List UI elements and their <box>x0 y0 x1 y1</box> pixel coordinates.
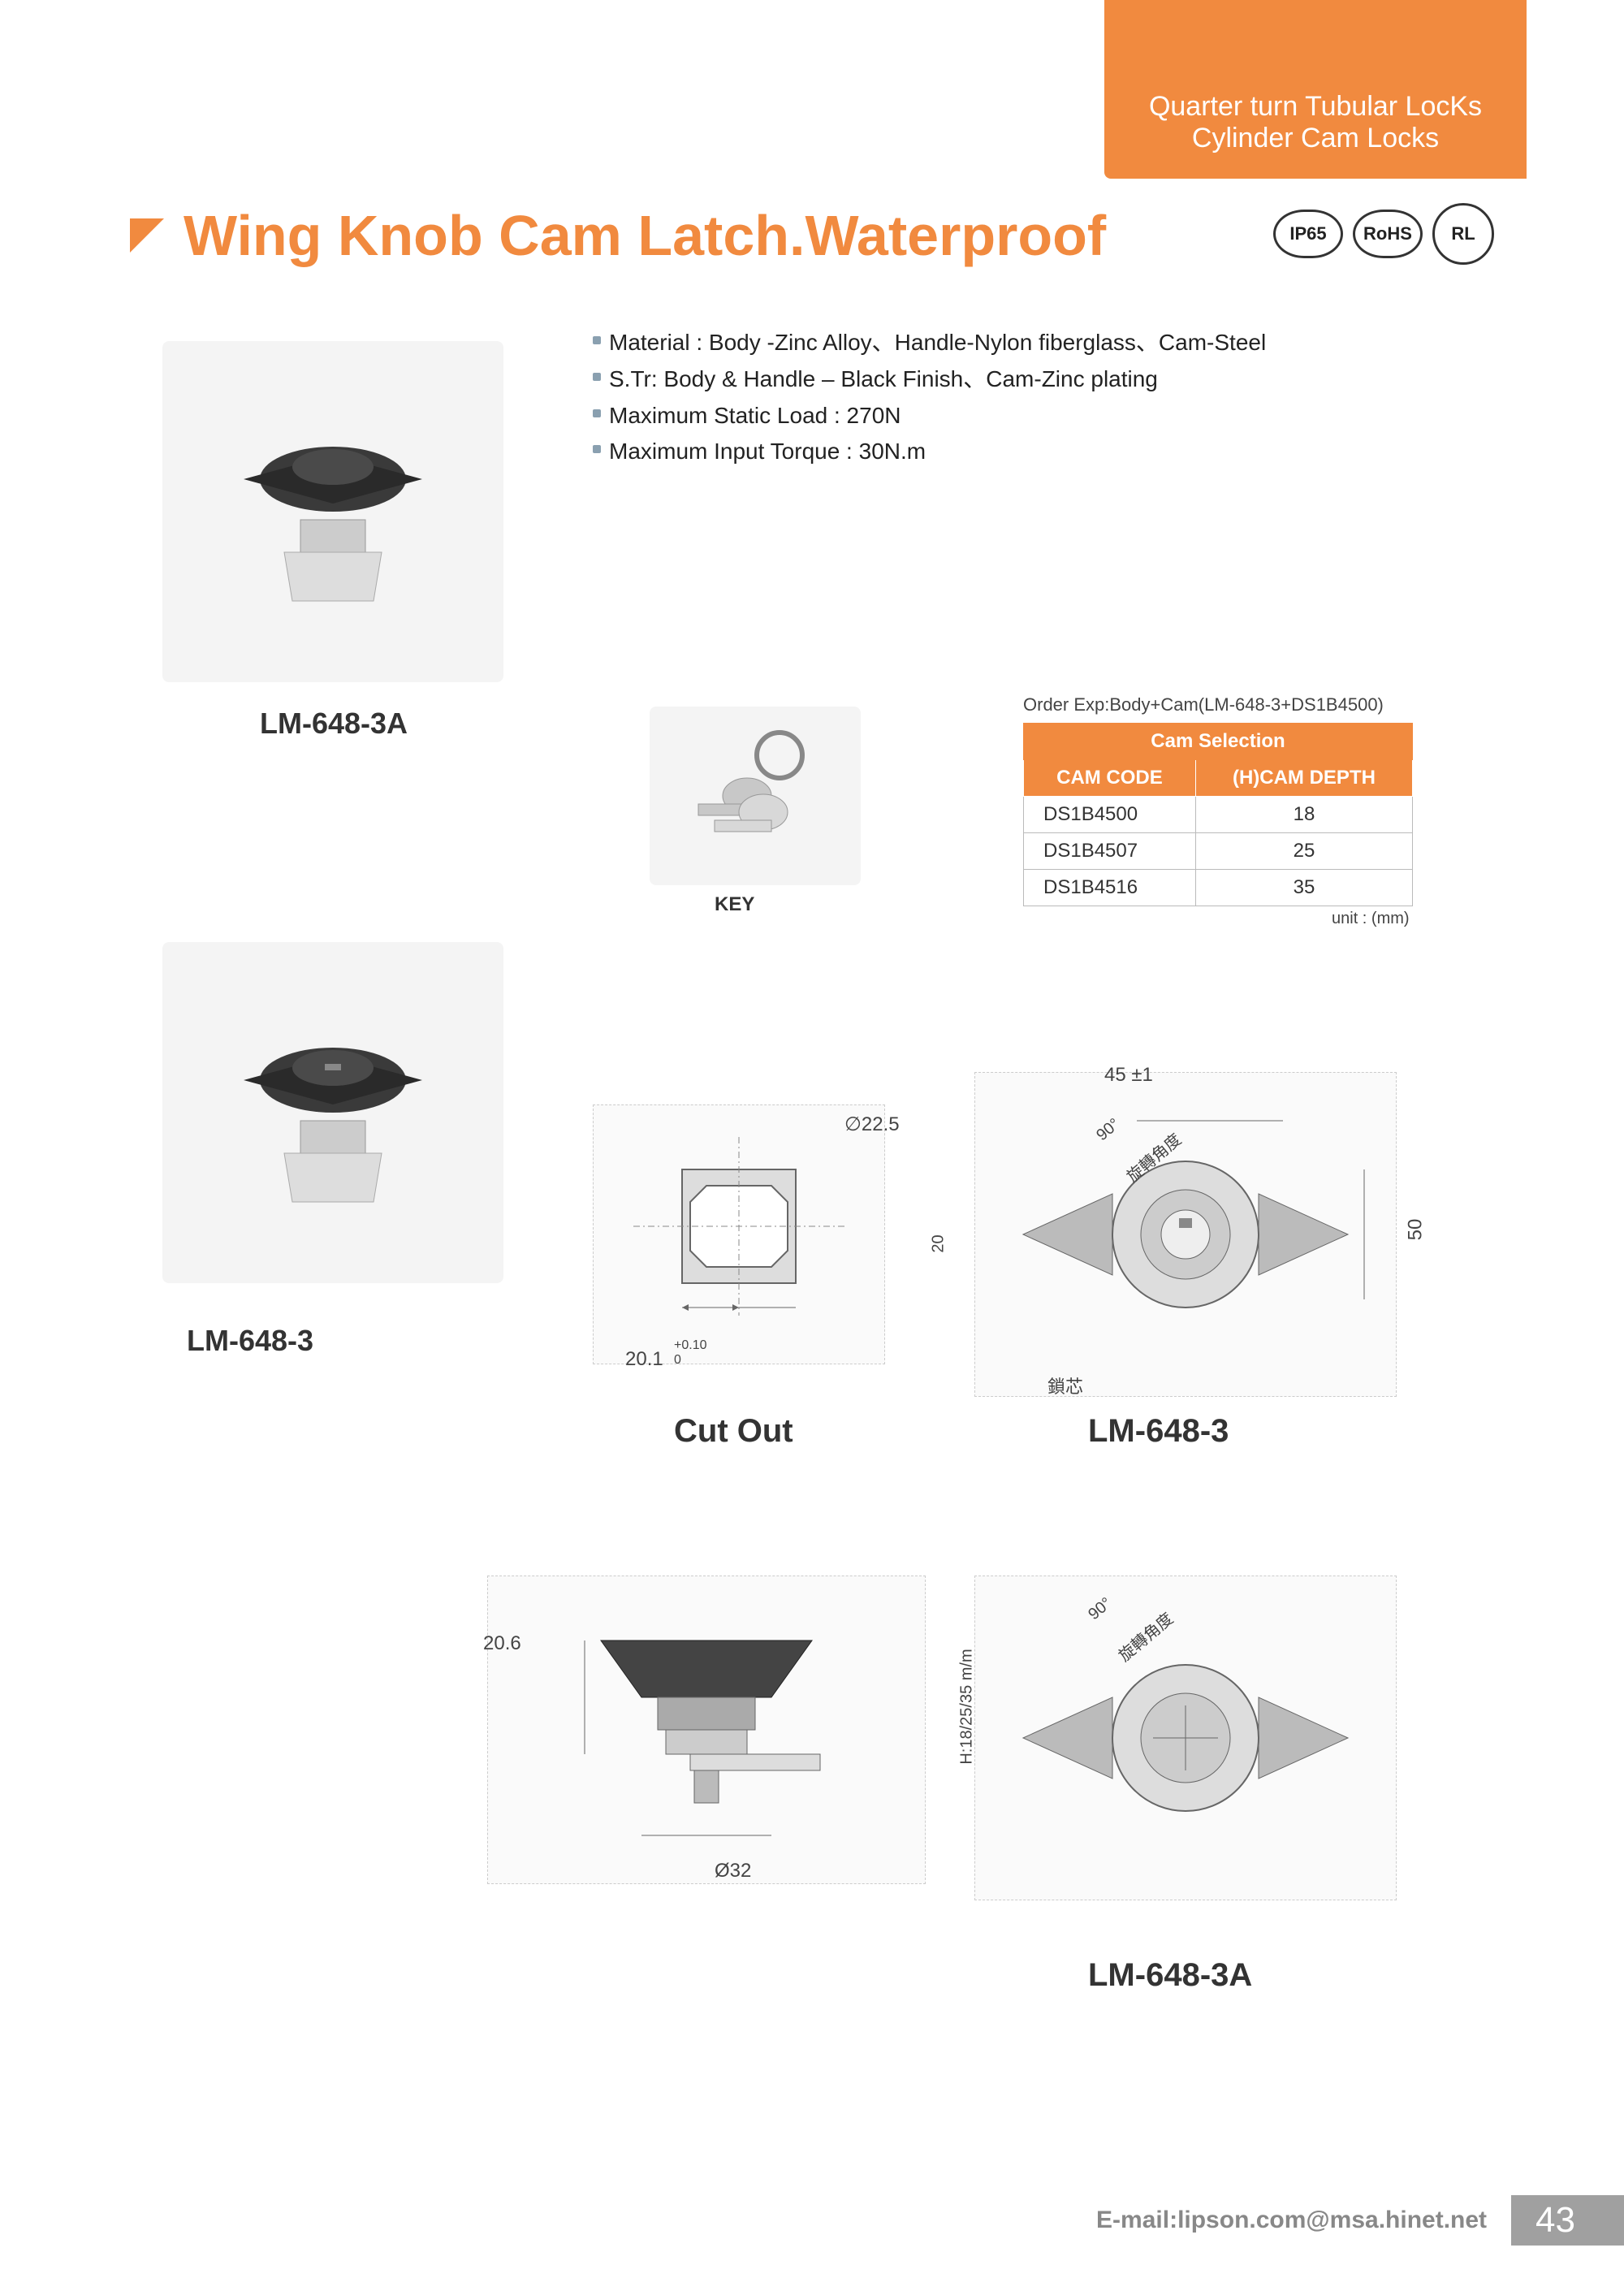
order-example: Order Exp:Body+Cam(LM-648-3+DS1B4500) <box>1023 694 1384 715</box>
cam-code: DS1B4507 <box>1024 833 1196 870</box>
spec-item: Maximum Static Load : 270N <box>593 398 1266 434</box>
dim-side-depth: 20.6 <box>483 1632 521 1655</box>
page-footer: E-mail:lipson.com@msa.hinet.net 43 <box>1096 2195 1624 2246</box>
dim-cutout-width: 20.1 <box>625 1348 663 1371</box>
top-view-diagram-1 <box>974 1072 1397 1397</box>
product-photo-b <box>162 942 503 1283</box>
header-line2: Cylinder Cam Locks <box>1192 123 1439 154</box>
diagram-label-2: LM-648-3A <box>1088 1957 1252 1994</box>
page-title: Wing Knob Cam Latch.Waterproof <box>184 203 1106 268</box>
header-line1: Quarter turn Tubular LocKs <box>1149 91 1482 123</box>
category-header: Quarter turn Tubular LocKs Cylinder Cam … <box>1104 0 1527 179</box>
rohs-badge: RoHS <box>1353 210 1423 258</box>
cam-depth: 25 <box>1195 833 1412 870</box>
footer-email: E-mail:lipson.com@msa.hinet.net <box>1096 2207 1511 2234</box>
diagram-label-1: LM-648-3 <box>1088 1413 1229 1450</box>
spec-list: Material : Body -Zinc Alloy、Handle-Nylon… <box>593 325 1266 470</box>
rl-badge: RL <box>1432 203 1494 265</box>
cam-selection-table: Cam Selection CAM CODE (H)CAM DEPTH DS1B… <box>1023 723 1413 906</box>
key-label: KEY <box>715 893 754 916</box>
spec-item: Maximum Input Torque : 30N.m <box>593 434 1266 470</box>
model-label-a: LM-648-3A <box>260 707 408 741</box>
ip65-badge: IP65 <box>1273 210 1343 258</box>
cam-depth: 18 <box>1195 797 1412 833</box>
table-header: (H)CAM DEPTH <box>1195 760 1412 797</box>
dim-lockcore: 鎖芯 <box>1047 1372 1083 1398</box>
product-photo-a <box>162 341 503 682</box>
table-row: DS1B4516 35 <box>1024 870 1413 906</box>
table-row: DS1B4500 18 <box>1024 797 1413 833</box>
spec-item: S.Tr: Body & Handle – Black Finish、Cam-Z… <box>593 361 1266 398</box>
page-title-row: Wing Knob Cam Latch.Waterproof <box>130 203 1106 268</box>
dim-height: 50 <box>1404 1219 1427 1241</box>
spec-item: Material : Body -Zinc Alloy、Handle-Nylon… <box>593 325 1266 361</box>
dim-hole-dia: ∅22.5 <box>844 1113 900 1136</box>
cam-depth: 35 <box>1195 870 1412 906</box>
table-row: DS1B4507 25 <box>1024 833 1413 870</box>
dim-cutout-tol: +0.10 0 <box>674 1338 706 1368</box>
top-view-diagram-2 <box>974 1576 1397 1900</box>
dim-top-width: 45 ±1 <box>1104 1064 1153 1087</box>
certification-badges: IP65 RoHS RL <box>1273 203 1494 265</box>
dim-bottom-dia: Ø32 <box>715 1860 751 1882</box>
unit-label: unit : (mm) <box>1332 910 1410 928</box>
cutout-diagram <box>593 1104 885 1364</box>
key-photo <box>650 707 861 885</box>
title-marker-icon <box>130 218 164 253</box>
cam-code: DS1B4516 <box>1024 870 1196 906</box>
dim-h2: 20 <box>930 1234 948 1252</box>
table-title: Cam Selection <box>1024 724 1413 760</box>
side-view-diagram <box>487 1576 926 1884</box>
cam-code: DS1B4500 <box>1024 797 1196 833</box>
model-label-b: LM-648-3 <box>187 1324 313 1358</box>
table-header: CAM CODE <box>1024 760 1196 797</box>
page-number: 43 <box>1511 2195 1624 2246</box>
cutout-label: Cut Out <box>674 1413 793 1450</box>
